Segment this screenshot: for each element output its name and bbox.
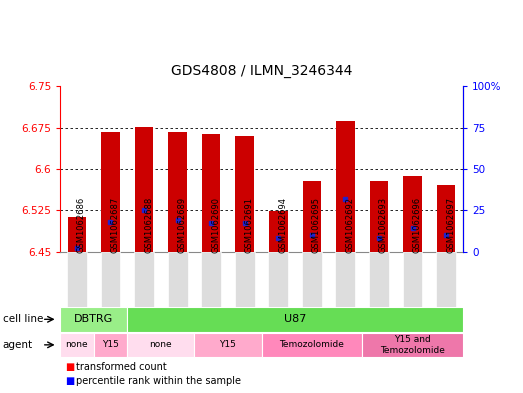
Bar	[262, 332, 362, 357]
Bar	[303, 181, 321, 252]
Text: Temozolomide: Temozolomide	[279, 340, 344, 349]
Bar	[403, 176, 422, 252]
Text: Y15: Y15	[220, 340, 236, 349]
Bar	[202, 134, 220, 252]
Text: transformed count: transformed count	[76, 362, 167, 372]
Bar	[60, 307, 127, 332]
Bar	[135, 127, 153, 252]
Bar	[67, 252, 87, 307]
Text: GSM1062695: GSM1062695	[312, 197, 321, 253]
Text: Y15: Y15	[102, 340, 119, 349]
Bar	[235, 136, 254, 252]
Bar	[127, 332, 195, 357]
Text: agent: agent	[3, 340, 33, 350]
Text: GSM1062691: GSM1062691	[245, 197, 254, 253]
Text: U87: U87	[284, 314, 306, 324]
Text: ■: ■	[65, 362, 75, 372]
Text: GSM1062689: GSM1062689	[178, 197, 187, 253]
Text: GSM1062688: GSM1062688	[144, 197, 153, 253]
Bar	[101, 132, 120, 252]
Text: GSM1062692: GSM1062692	[345, 197, 355, 253]
Text: GSM1062690: GSM1062690	[211, 197, 220, 253]
Bar	[268, 252, 288, 307]
Text: GSM1062694: GSM1062694	[278, 197, 287, 253]
Bar	[195, 332, 262, 357]
Text: percentile rank within the sample: percentile rank within the sample	[76, 376, 241, 386]
Text: none: none	[65, 340, 88, 349]
Bar	[134, 252, 154, 307]
Bar	[336, 121, 355, 252]
Text: ■: ■	[65, 376, 75, 386]
Text: GSM1062697: GSM1062697	[446, 197, 455, 253]
Bar	[269, 211, 288, 252]
Text: GSM1062696: GSM1062696	[413, 197, 422, 253]
Text: GDS4808 / ILMN_3246344: GDS4808 / ILMN_3246344	[171, 64, 352, 78]
Bar	[403, 252, 423, 307]
Text: GSM1062693: GSM1062693	[379, 197, 388, 253]
Text: cell line: cell line	[3, 314, 43, 324]
Bar	[168, 252, 188, 307]
Text: Y15 and
Temozolomide: Y15 and Temozolomide	[380, 335, 445, 354]
Bar	[168, 132, 187, 252]
Bar	[436, 252, 456, 307]
Bar	[369, 252, 389, 307]
Bar	[201, 252, 221, 307]
Text: GSM1062686: GSM1062686	[77, 197, 86, 253]
Bar	[335, 252, 355, 307]
Text: DBTRG: DBTRG	[74, 314, 113, 324]
Bar	[94, 332, 127, 357]
Text: none: none	[150, 340, 172, 349]
Bar	[370, 181, 388, 252]
Bar	[127, 307, 463, 332]
Bar	[362, 332, 463, 357]
Text: GSM1062687: GSM1062687	[110, 197, 119, 253]
Bar	[67, 217, 86, 252]
Bar	[437, 185, 456, 252]
Bar	[60, 332, 94, 357]
Bar	[235, 252, 255, 307]
Bar	[302, 252, 322, 307]
Bar	[100, 252, 120, 307]
